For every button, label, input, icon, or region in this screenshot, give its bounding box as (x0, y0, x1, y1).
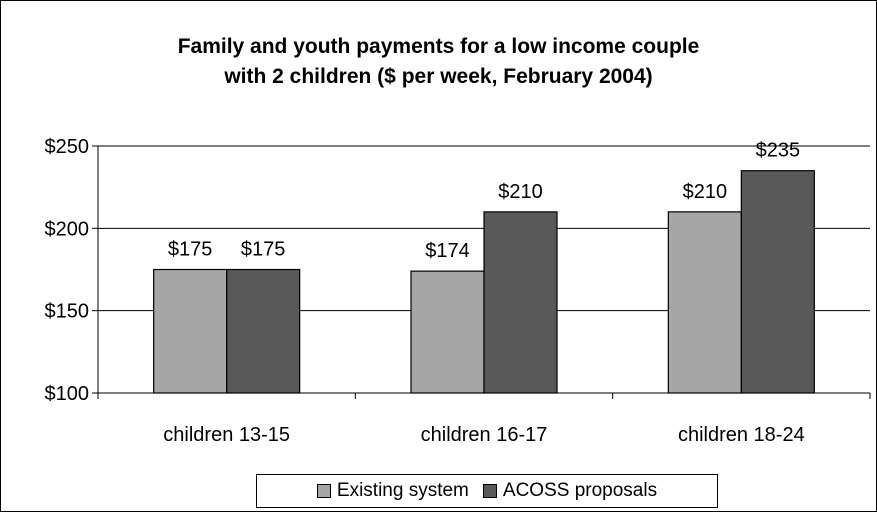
legend-label-existing: Existing system (336, 480, 469, 501)
legend-item-acoss: ACOSS proposals (482, 480, 658, 502)
bar-acoss-0 (226, 268, 301, 394)
legend-swatch-existing (316, 484, 331, 498)
data-label: $210 (498, 181, 543, 203)
legend: Existing system ACOSS proposals (256, 474, 718, 508)
y-tick-label: $150 (45, 301, 90, 323)
bar-acoss-1 (483, 211, 558, 394)
data-label: $174 (425, 240, 470, 262)
chart-title-line-1: Family and youth payments for a low inco… (177, 35, 700, 58)
bar-existing-2 (667, 211, 742, 394)
data-label: $210 (683, 181, 728, 203)
data-label: $175 (168, 239, 213, 261)
x-tick-label: children 18-24 (678, 424, 805, 446)
y-tick-label: $100 (45, 383, 90, 405)
y-tick-label: $250 (45, 136, 90, 158)
legend-label-acoss: ACOSS proposals (502, 480, 658, 501)
data-label: $175 (241, 239, 286, 261)
legend-item-existing: Existing system (316, 480, 469, 502)
data-label: $235 (756, 140, 801, 162)
y-tick-label: $200 (45, 218, 90, 240)
bar-existing-1 (410, 270, 485, 394)
x-tick-label: children 16-17 (421, 424, 548, 446)
chart-title: Family and youth payments for a low inco… (0, 32, 877, 92)
bar-existing-0 (153, 268, 228, 394)
x-tick-label: children 13-15 (163, 424, 290, 446)
chart-plot: $100 $150 $200 $250 $175 $175 children 13-15 $1… (45, 136, 871, 446)
chart-title-line-2: with 2 children ($ per week, February 20… (224, 65, 653, 88)
bar-acoss-2 (740, 170, 815, 394)
legend-swatch-acoss (482, 484, 497, 498)
